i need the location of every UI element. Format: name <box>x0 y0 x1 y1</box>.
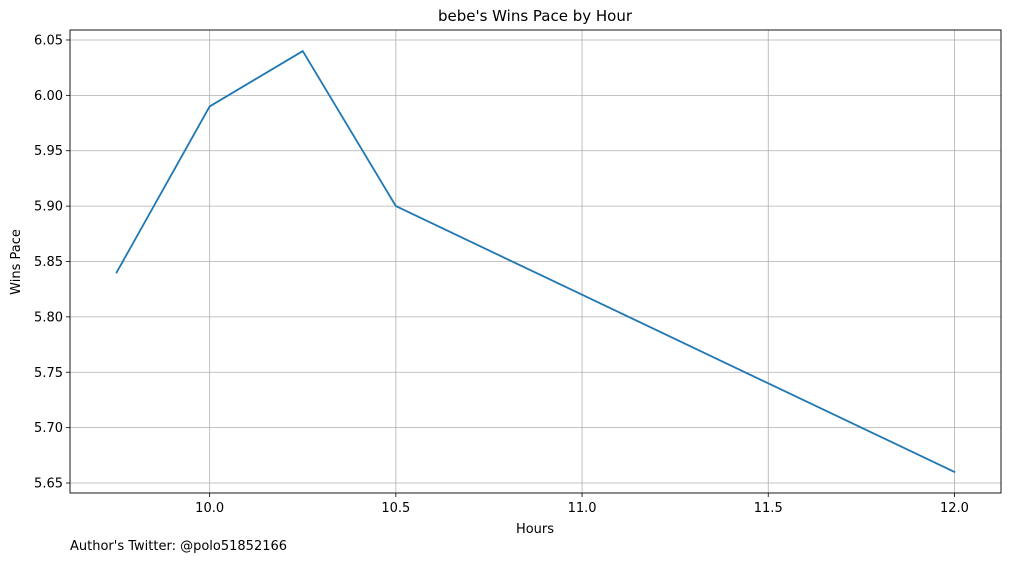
y-tick-label: 6.00 <box>34 89 63 104</box>
y-tick-label: 5.75 <box>34 366 63 381</box>
series-layer <box>115 50 956 473</box>
y-tick-label: 5.85 <box>34 255 63 270</box>
series-line <box>115 50 956 473</box>
x-tick-label: 12.0 <box>940 501 969 516</box>
x-tick-label: 11.0 <box>568 501 597 516</box>
x-tick-label: 10.5 <box>381 501 410 516</box>
y-tick-label: 5.65 <box>34 477 63 492</box>
y-tick-label: 5.70 <box>34 421 63 436</box>
y-axis-ticks: 5.65 5.70 5.75 5.80 5.85 5.90 5.95 6.00 6.05 <box>34 33 70 492</box>
author-credit: Author's Twitter: @polo51852166 <box>70 539 287 554</box>
y-tick-label: 5.90 <box>34 200 63 215</box>
x-tick-label: 10.0 <box>195 501 224 516</box>
chart-title: bebe's Wins Pace by Hour <box>438 7 633 25</box>
x-axis-label: Hours <box>516 522 554 537</box>
grid-lines <box>70 30 1001 493</box>
y-tick-label: 5.80 <box>34 310 63 325</box>
y-axis-label: Wins Pace <box>9 229 24 295</box>
y-tick-label: 6.05 <box>34 33 63 48</box>
x-tick-label: 11.5 <box>754 501 783 516</box>
y-tick-label: 5.95 <box>34 144 63 159</box>
x-axis-ticks: 10.0 10.5 11.0 11.5 12.0 <box>195 493 969 516</box>
